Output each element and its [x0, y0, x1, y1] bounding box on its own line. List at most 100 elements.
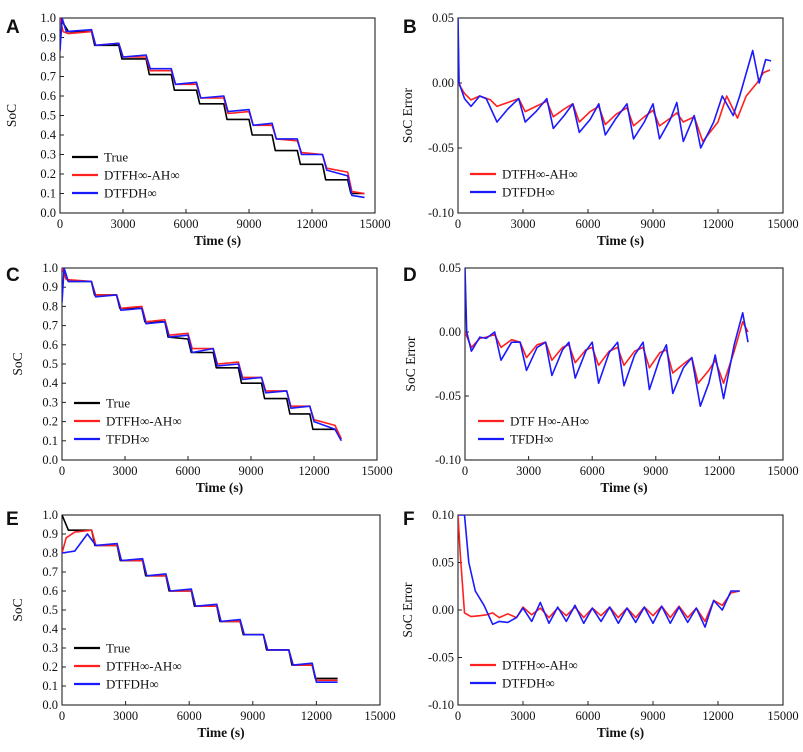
x-axis-label: Time (s) [196, 480, 243, 495]
x-tick-label: 9000 [641, 709, 666, 723]
x-tick-label: 0 [59, 709, 65, 723]
x-tick-label: 12000 [702, 217, 733, 231]
y-tick-label: -0.10 [428, 206, 454, 220]
y-tick-label: 0.00 [432, 603, 454, 617]
x-tick-label: 9000 [641, 217, 666, 231]
legend-label: DTF H∞-AH∞ [510, 414, 589, 429]
x-tick-label: 0 [462, 464, 468, 478]
plot-frame [457, 17, 784, 214]
y-axis-label: SoC [10, 598, 25, 621]
plot-frame [464, 267, 784, 461]
panel-letter: B [403, 17, 417, 38]
x-tick-label: 0 [57, 217, 63, 231]
x-tick-label: 15000 [364, 709, 395, 723]
y-axis-label: SoC [10, 352, 25, 375]
x-axis-label: Time (s) [197, 725, 244, 740]
x-tick-label: 0 [59, 464, 65, 478]
y-tick-label: 0.1 [40, 187, 56, 201]
y-tick-label: 0.9 [42, 280, 58, 294]
series-line-0 [465, 321, 749, 384]
legend-label: DTFH∞-AH∞ [106, 659, 182, 674]
y-axis-label: SoC [4, 104, 19, 127]
legend-label: True [106, 641, 130, 656]
x-tick-label: 12000 [298, 464, 329, 478]
y-tick-label: 0.05 [439, 261, 461, 275]
y-tick-label: 0.4 [42, 376, 58, 390]
legend-label: DTFH∞-AH∞ [502, 658, 578, 673]
series-line-0 [62, 268, 342, 440]
y-tick-label: 0.7 [42, 565, 58, 579]
x-tick-label: 6000 [580, 464, 605, 478]
y-tick-label: 0.2 [42, 660, 58, 674]
y-tick-label: 0.00 [439, 325, 461, 339]
x-axis-label: Time (s) [194, 233, 241, 248]
panel-f: F 0 3000 6000 9000 12000 15000 -0.10 -0.05 0.00 0.… [400, 508, 799, 740]
y-axis-label: SoC Error [403, 336, 418, 392]
legend-label: True [106, 396, 130, 411]
x-axis-label: Time (s) [597, 233, 644, 248]
plot-frame [59, 17, 376, 214]
y-tick-label: 0.9 [42, 527, 58, 541]
panel-b: B 0 3000 6000 9000 12000 15000 -0.10 -0.05 0.00 0.… [400, 11, 799, 248]
y-tick-label: 0.4 [40, 128, 56, 142]
x-tick-label: 9000 [240, 709, 265, 723]
x-tick-label: 3000 [113, 464, 138, 478]
y-tick-label: 0.0 [40, 206, 56, 220]
panel-e: E 0 3000 6000 9000 12000 15000 0.0 0.1 0.2 0.3 0.4 0… [6, 508, 396, 740]
series-line-2 [62, 533, 338, 683]
panel-d: D 0 3000 6000 9000 12000 15000 -0.10 -0.05 0.00 0.… [403, 261, 799, 495]
y-tick-label: 0.6 [42, 584, 58, 598]
x-tick-label: 6000 [176, 464, 201, 478]
x-tick-label: 15000 [359, 217, 390, 231]
x-tick-label: 3000 [111, 217, 136, 231]
legend-label: DTFH∞-AH∞ [104, 168, 180, 183]
x-tick-label: 9000 [643, 464, 668, 478]
series-line-1 [465, 268, 749, 407]
y-tick-label: 0.3 [42, 641, 58, 655]
legend-label: TFDH∞ [106, 432, 149, 447]
x-tick-label: 6000 [576, 217, 601, 231]
x-tick-label: 6000 [174, 217, 199, 231]
series-line-0 [458, 515, 740, 623]
legend-label: DTFDH∞ [502, 676, 555, 691]
legend-label: DTFDH∞ [104, 186, 157, 201]
y-tick-label: 0.10 [432, 508, 454, 522]
y-tick-label: 0.6 [40, 89, 56, 103]
x-axis-label: Time (s) [597, 725, 644, 740]
x-tick-label: 6000 [576, 709, 601, 723]
y-tick-label: 1.0 [42, 261, 58, 275]
series-line-1 [458, 18, 772, 149]
y-tick-label: -0.05 [428, 651, 454, 665]
x-tick-label: 15000 [767, 464, 798, 478]
panel-letter: E [6, 509, 19, 530]
x-axis-label: Time (s) [600, 480, 647, 495]
y-tick-label: 0.9 [40, 31, 56, 45]
y-tick-label: 0.5 [40, 109, 56, 123]
x-tick-label: 12000 [704, 464, 735, 478]
y-tick-label: 0.0 [42, 453, 58, 467]
y-tick-label: 0.05 [432, 11, 454, 25]
x-tick-label: 0 [455, 709, 461, 723]
x-tick-label: 15000 [361, 464, 392, 478]
y-tick-label: -0.10 [435, 453, 461, 467]
y-axis-label: SoC Error [400, 582, 415, 638]
x-tick-label: 12000 [296, 217, 327, 231]
y-tick-label: 0.1 [42, 434, 58, 448]
y-axis-label: SoC Error [400, 87, 415, 143]
x-tick-label: 0 [455, 217, 461, 231]
legend-label: DTFH∞-AH∞ [106, 414, 182, 429]
y-tick-label: -0.05 [435, 389, 461, 403]
x-tick-label: 3000 [113, 709, 138, 723]
legend-label: DTFH∞-AH∞ [502, 167, 578, 182]
y-tick-label: 0.2 [42, 415, 58, 429]
y-tick-label: 1.0 [42, 508, 58, 522]
y-tick-label: 0.00 [432, 76, 454, 90]
legend-label: DTFDH∞ [502, 185, 555, 200]
x-tick-label: 12000 [301, 709, 332, 723]
y-tick-label: 0.8 [42, 546, 58, 560]
y-tick-label: 0.7 [40, 70, 56, 84]
y-tick-label: 1.0 [40, 11, 56, 25]
y-tick-label: 0.2 [40, 167, 56, 181]
y-tick-label: 0.3 [40, 148, 56, 162]
